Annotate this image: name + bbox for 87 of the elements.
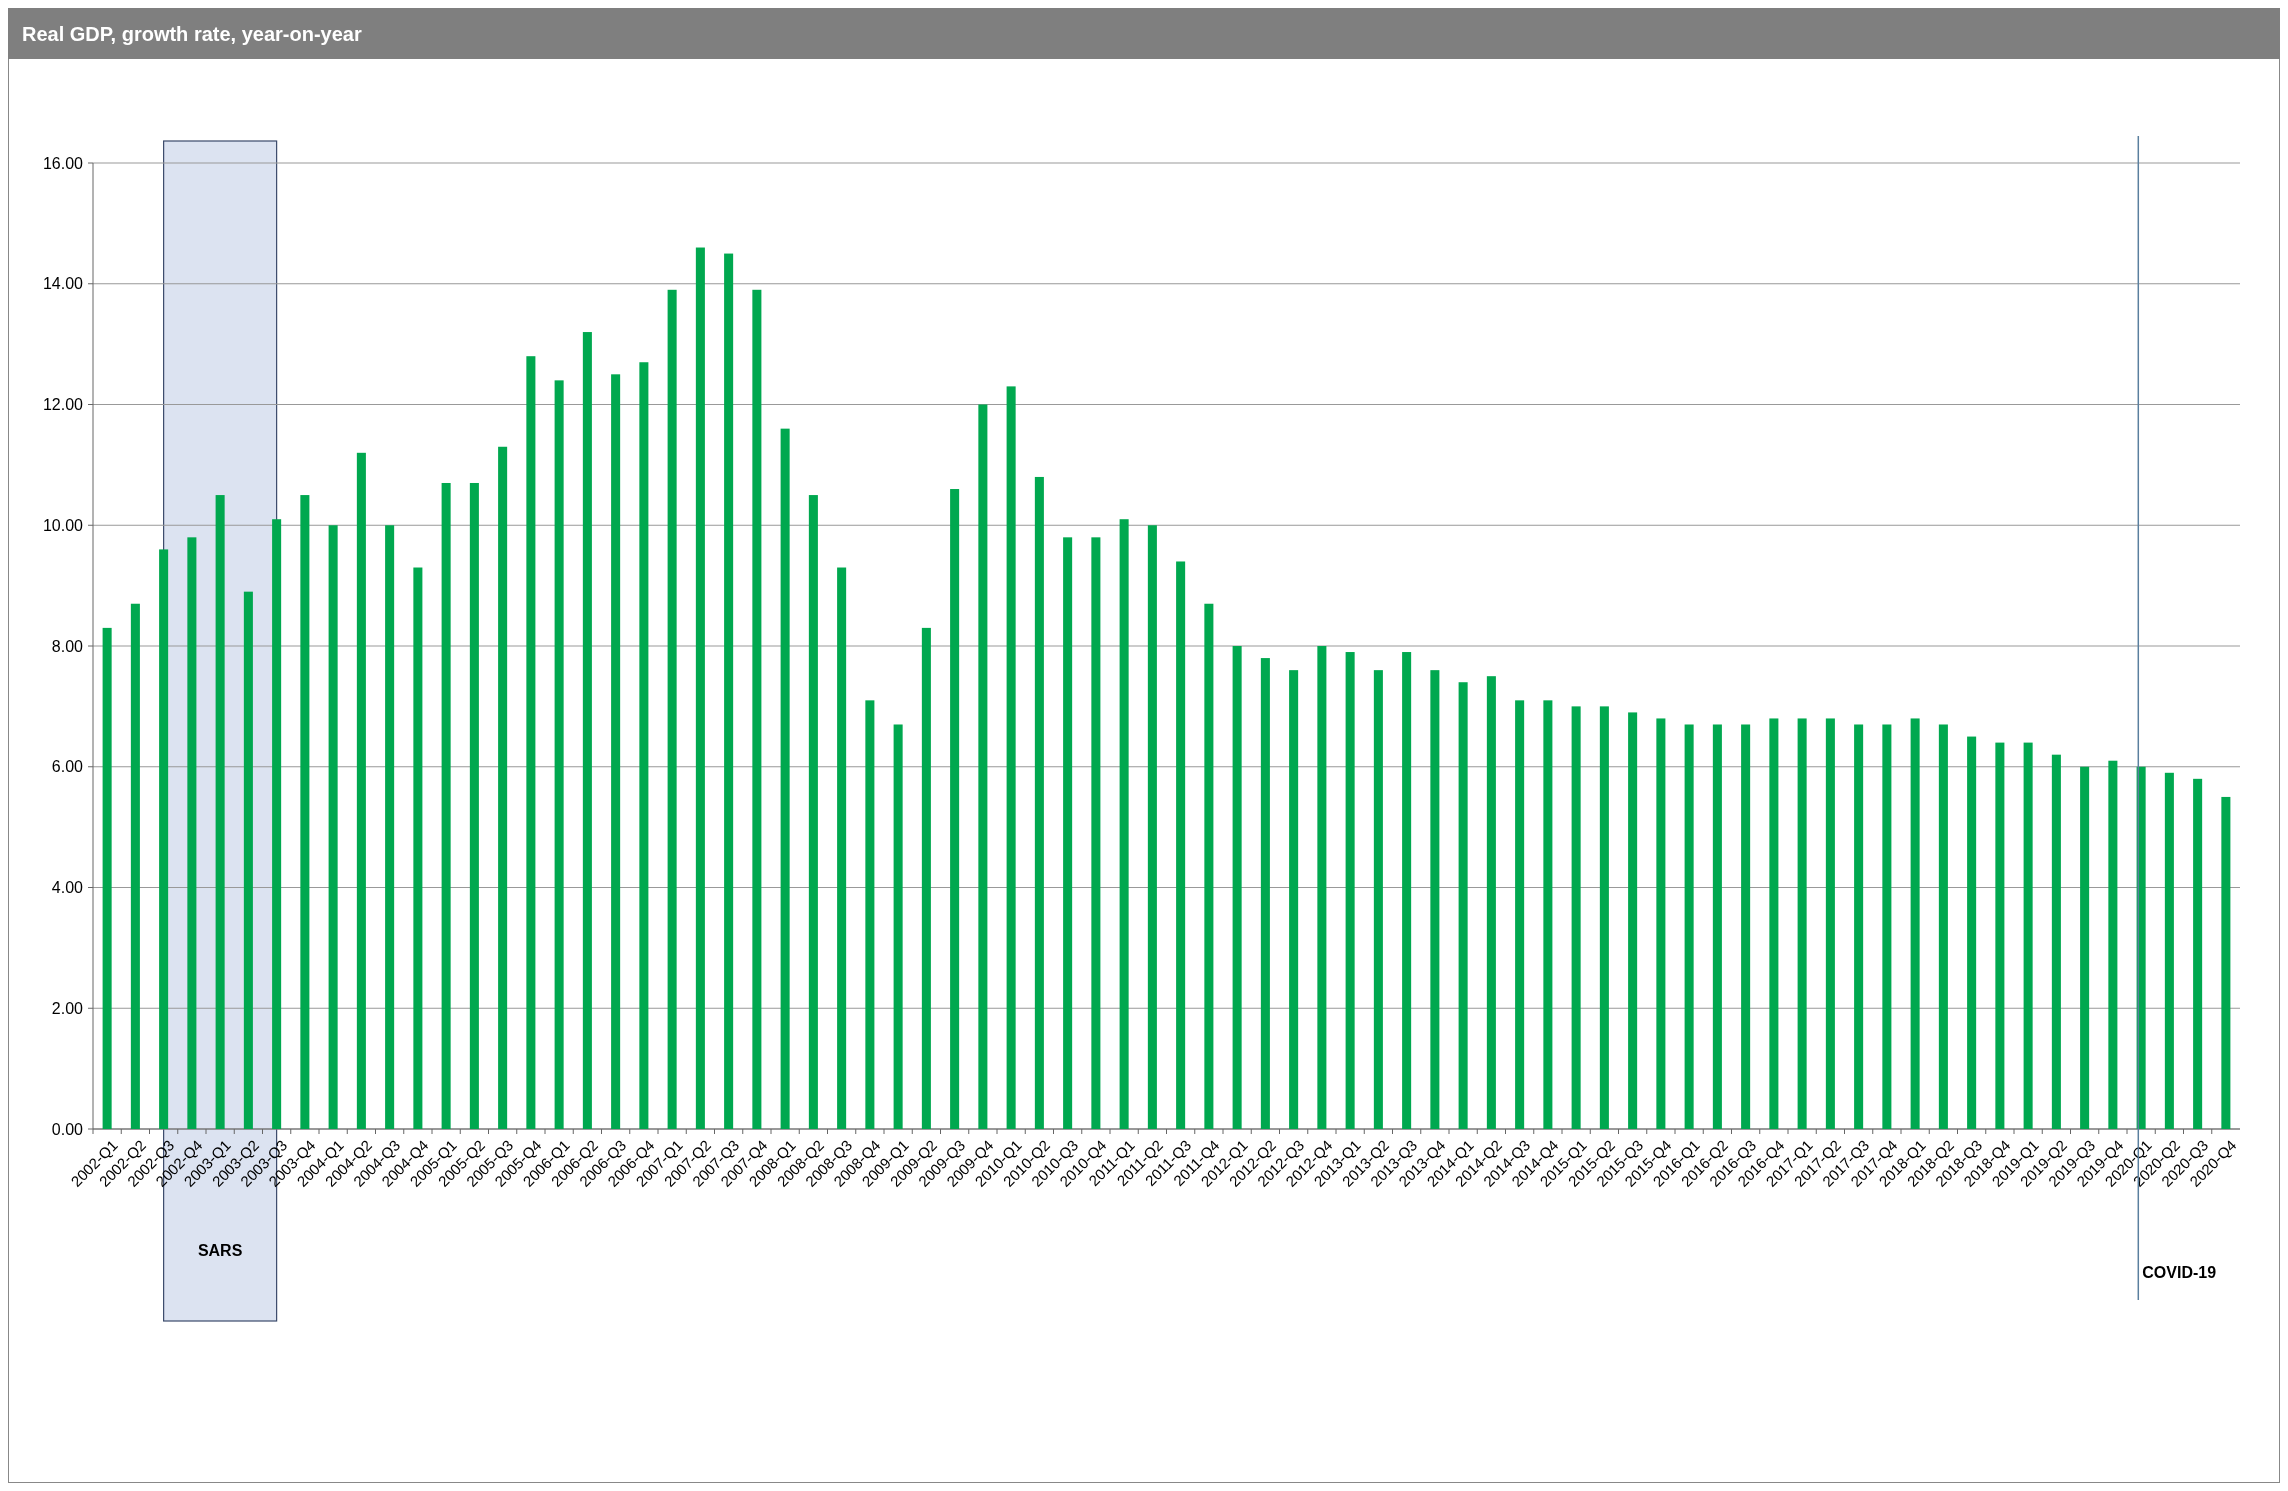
y-tick-label: 14.00	[42, 275, 84, 293]
bar	[102, 627, 112, 1129]
bar	[272, 519, 282, 1129]
bar	[441, 482, 451, 1129]
y-tick-label: 6.00	[51, 758, 84, 776]
bar	[1289, 670, 1299, 1129]
bar	[2164, 772, 2174, 1129]
bar	[2193, 778, 2203, 1129]
bar	[356, 452, 366, 1129]
bar	[752, 289, 762, 1129]
bar	[1825, 718, 1835, 1129]
bar	[300, 495, 310, 1129]
bar	[2051, 754, 2061, 1129]
bar	[1712, 724, 1722, 1129]
bar	[328, 525, 338, 1129]
bar	[2080, 766, 2090, 1129]
bar	[1345, 652, 1355, 1129]
bar	[695, 247, 705, 1129]
bar	[978, 404, 988, 1129]
bar	[130, 603, 140, 1129]
y-tick-label: 16.00	[42, 154, 84, 172]
bar	[215, 495, 225, 1129]
bar	[2221, 796, 2231, 1129]
chart-title: Real GDP, growth rate, year-on-year	[22, 23, 362, 45]
bar	[1260, 658, 1270, 1129]
bar	[1656, 718, 1666, 1129]
bar	[611, 374, 621, 1129]
bar	[865, 700, 875, 1129]
bar	[1402, 652, 1412, 1129]
bar	[159, 549, 169, 1129]
bar	[1176, 561, 1186, 1129]
bar	[780, 428, 790, 1129]
bar	[1543, 700, 1553, 1129]
bar	[1232, 646, 1242, 1129]
bar	[2023, 742, 2033, 1129]
bar	[1204, 603, 1214, 1129]
bar	[243, 591, 253, 1129]
bar	[1854, 724, 1864, 1129]
bar	[950, 489, 960, 1129]
bar	[1797, 718, 1807, 1129]
bar	[1119, 519, 1129, 1129]
bar	[1458, 682, 1468, 1129]
bar	[1515, 700, 1525, 1129]
bar	[526, 356, 536, 1129]
bar	[1091, 537, 1101, 1129]
bar	[1486, 676, 1496, 1129]
bar	[1628, 712, 1638, 1129]
y-tick-label: 12.00	[42, 396, 84, 414]
y-tick-label: 2.00	[51, 999, 84, 1017]
bar	[187, 537, 197, 1129]
bar	[639, 362, 649, 1129]
bar	[1938, 724, 1948, 1129]
ref-line-label: COVID-19	[2142, 1264, 2217, 1281]
bar	[554, 380, 564, 1129]
y-tick-label: 8.00	[51, 637, 84, 655]
bar	[385, 525, 395, 1129]
bar	[921, 627, 931, 1129]
bar	[1741, 724, 1751, 1129]
bar	[808, 495, 818, 1129]
bar	[413, 567, 423, 1129]
bar	[893, 724, 903, 1129]
y-tick-label: 10.00	[42, 516, 84, 534]
bar	[582, 332, 592, 1129]
bar	[1967, 736, 1977, 1129]
bar	[1006, 386, 1016, 1129]
band-label: SARS	[197, 1242, 243, 1259]
y-tick-label: 4.00	[51, 879, 84, 897]
bar	[1882, 724, 1892, 1129]
bar	[1373, 670, 1383, 1129]
bar	[667, 289, 677, 1129]
y-tick-label: 0.00	[51, 1120, 84, 1138]
bar	[1910, 718, 1920, 1129]
bar	[1599, 706, 1609, 1129]
bar	[1317, 646, 1327, 1129]
bar	[1571, 706, 1581, 1129]
bar	[2108, 760, 2118, 1129]
bar	[1034, 476, 1044, 1129]
bar	[498, 446, 508, 1129]
bar	[1430, 670, 1440, 1129]
bar	[469, 482, 479, 1129]
bar	[1769, 718, 1779, 1129]
bar	[1995, 742, 2005, 1129]
bar	[724, 253, 734, 1129]
bar	[837, 567, 847, 1129]
bar	[1684, 724, 1694, 1129]
bar	[1063, 537, 1073, 1129]
bar	[1147, 525, 1157, 1129]
